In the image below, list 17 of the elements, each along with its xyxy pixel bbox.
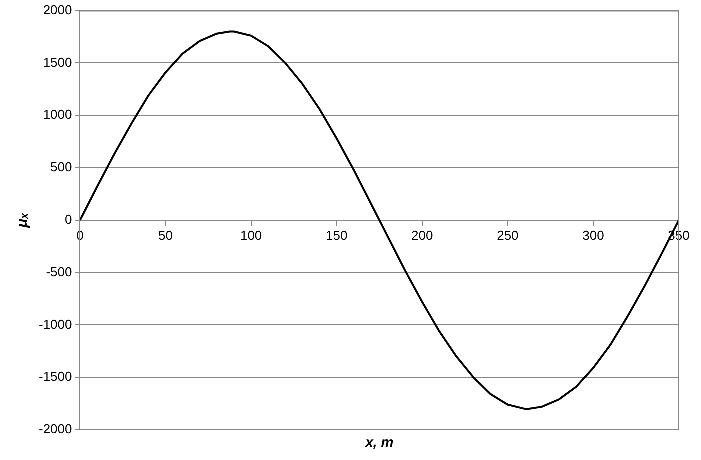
x-tick-label: 200 [412, 228, 434, 243]
y-tick-label: -1000 [39, 316, 72, 332]
y-tick-label: -500 [46, 264, 72, 280]
y-tick-label: -1500 [39, 369, 72, 384]
x-tick-label: 150 [326, 228, 348, 243]
y-tick-label: 500 [50, 160, 72, 175]
y-tick-label: 0 [65, 212, 72, 227]
y-tick-label: 1500 [43, 54, 72, 70]
x-tick-label: 300 [582, 228, 604, 243]
y-tick-label: 2000 [43, 2, 72, 18]
y-tick-label: 1000 [43, 107, 72, 122]
x-tick-label: 250 [497, 228, 519, 243]
y-axis-title: μₓ [14, 212, 32, 229]
y-tick-label: -2000 [39, 422, 72, 437]
x-axis-title: x, m [364, 434, 394, 450]
x-tick-label: 100 [240, 228, 262, 243]
x-tick-label: 50 [158, 228, 174, 243]
